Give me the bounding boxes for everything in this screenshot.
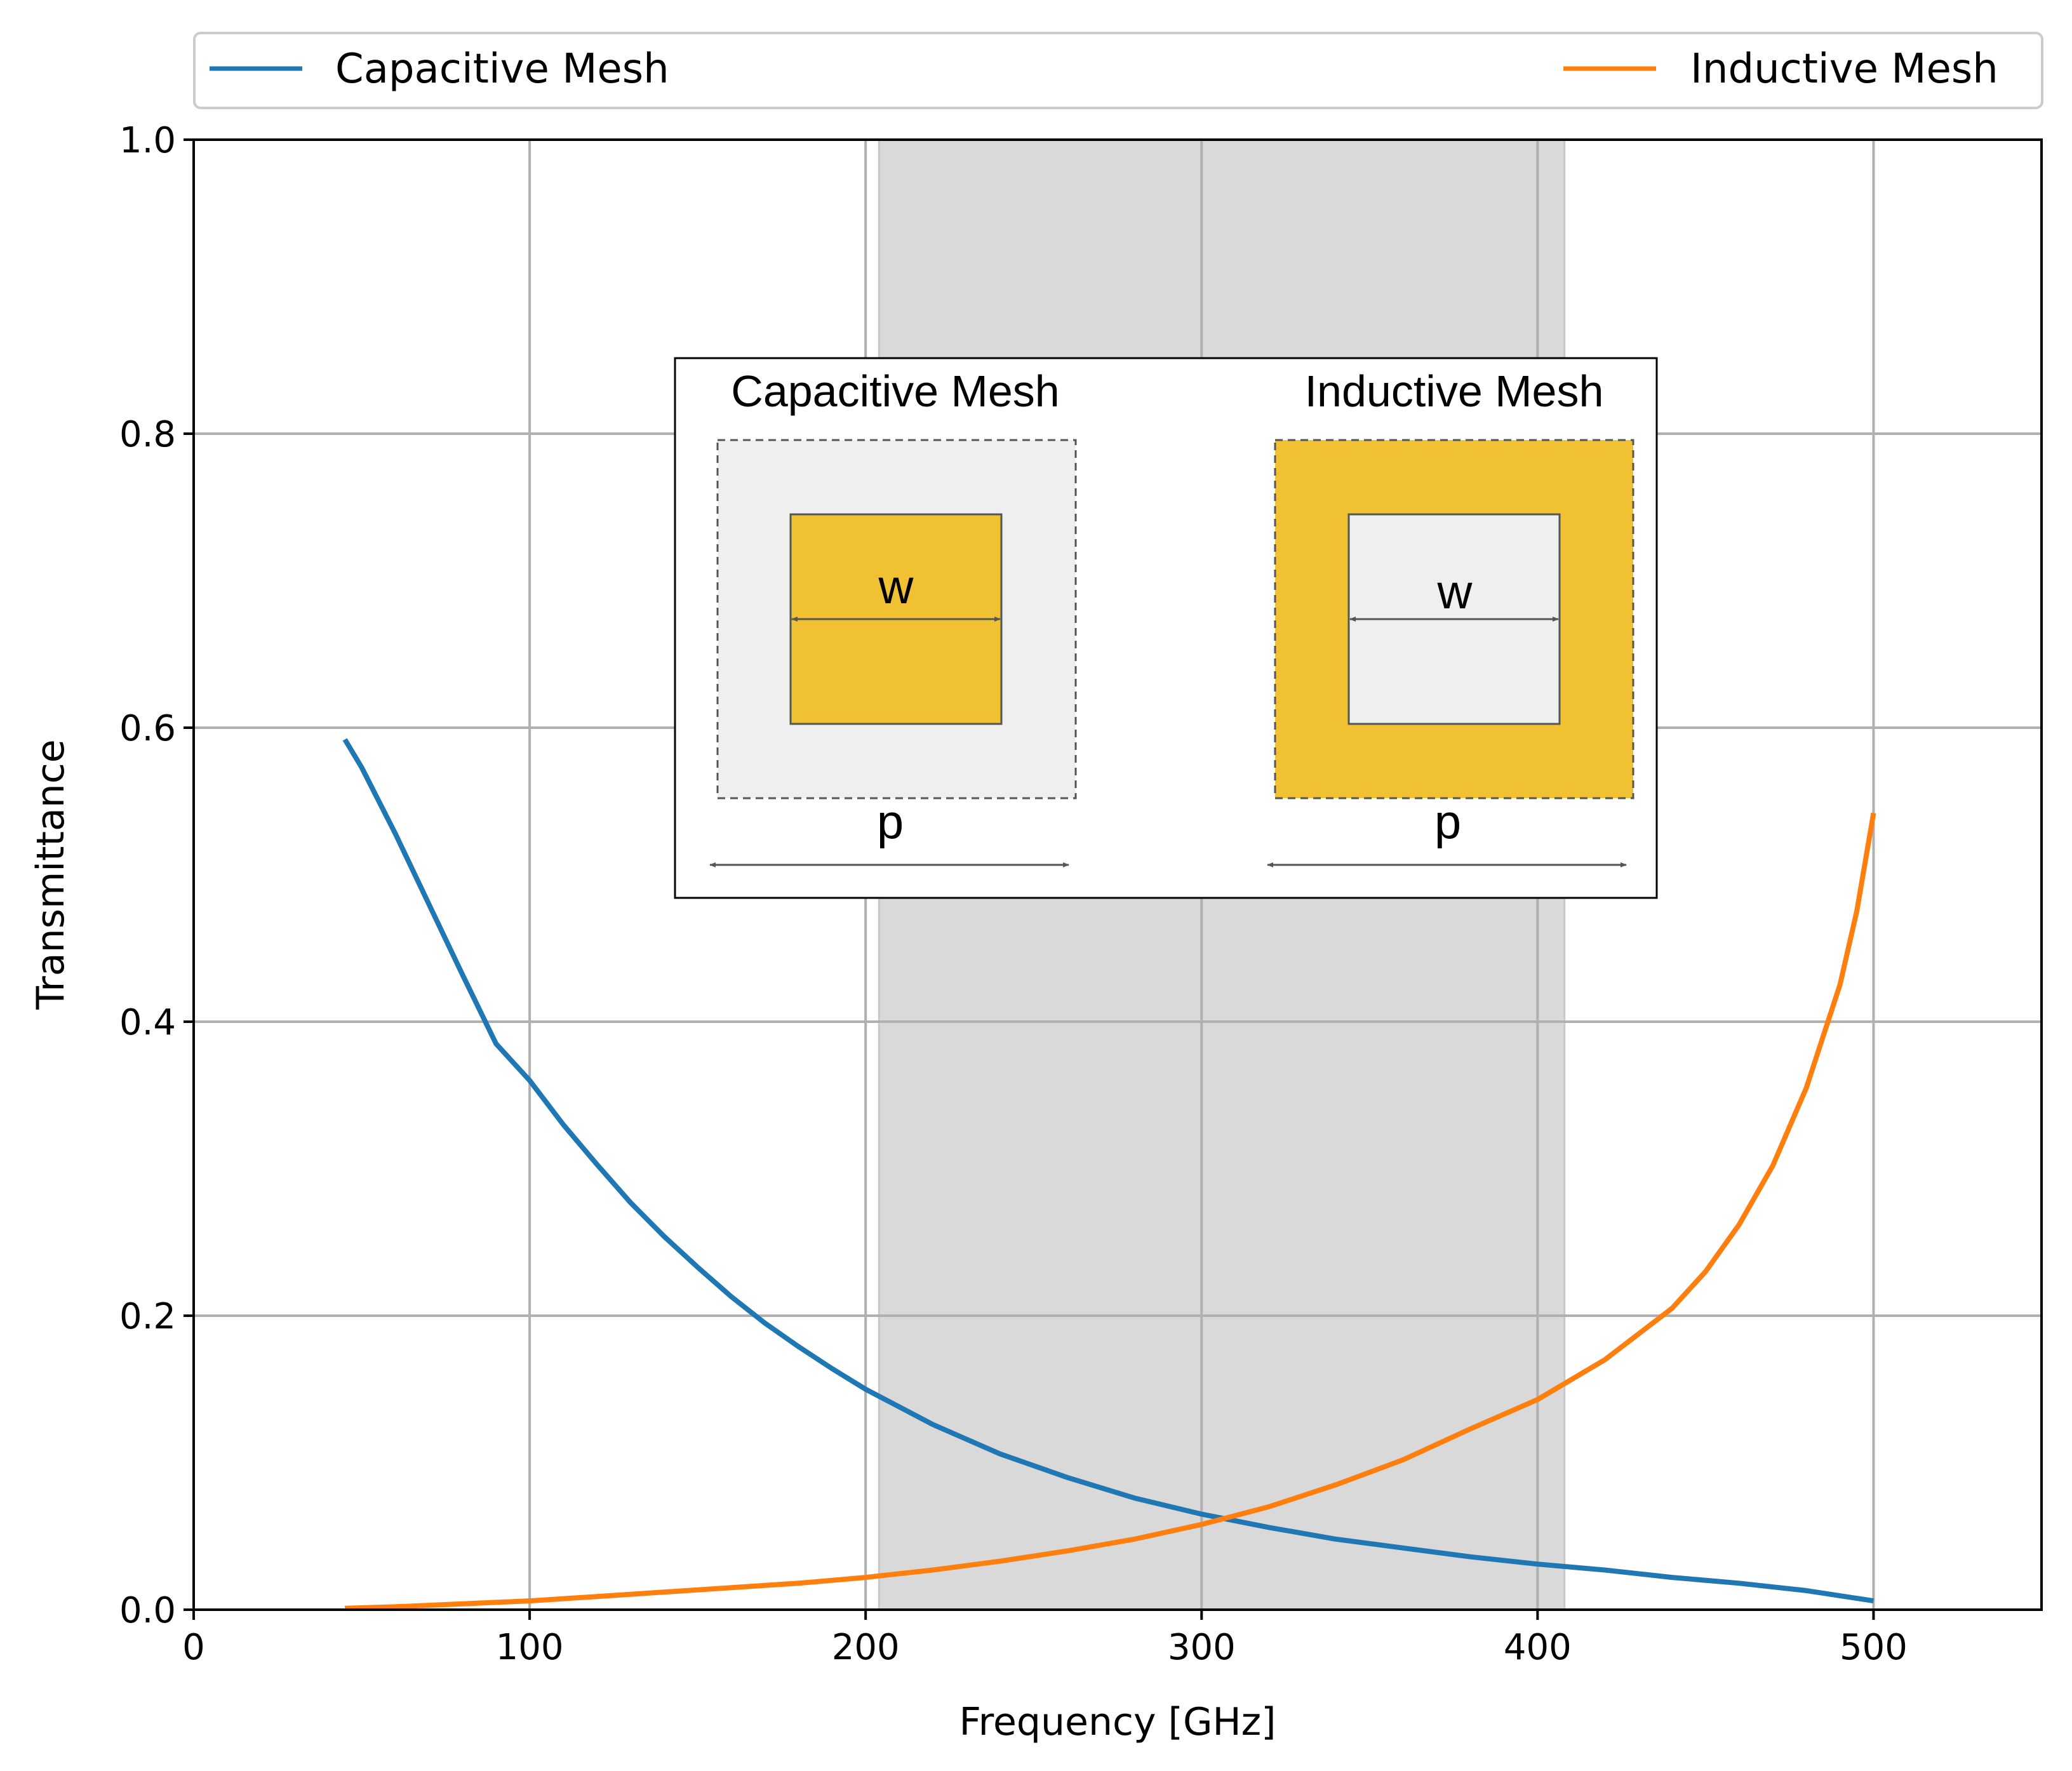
inset-title-inductive: Inductive Mesh [1305,366,1604,416]
x-tick-label-3: 300 [1168,1627,1236,1668]
inductive-pitch-label: p [1434,795,1461,849]
y-tick-label-3: 0.6 [119,708,176,749]
inductive-mesh-line [344,812,1876,1611]
legend-label-inductive: Inductive Mesh [1690,46,1998,93]
x-tick-label-5: 500 [1840,1627,1908,1668]
x-axis-title: Frequency [GHz] [959,1700,1276,1744]
y-axis-title: Transmittance [29,739,73,1010]
y-tick-label-4: 0.8 [119,414,176,455]
series-layer [342,738,1876,1611]
x-tick-label-4: 400 [1504,1627,1572,1668]
capacitive-width-label: w [878,560,914,614]
inductive-width-label: w [1437,565,1473,619]
y-axis-ticks: 0.0 0.2 0.4 0.6 0.8 1.0 [119,120,194,1631]
x-tick-label-0: 0 [182,1627,205,1668]
legend-frame [193,32,2043,109]
x-axis-ticks: 0 100 200 300 400 500 [182,1610,1908,1668]
y-tick-label-0: 0.0 [119,1590,176,1631]
inset-title-capacitive: Capacitive Mesh [731,366,1059,416]
legend: Capacitive Mesh Inductive Mesh [193,32,2043,109]
capacitive-mesh-line [342,738,1875,1604]
y-tick-label-1: 0.2 [119,1296,176,1337]
y-tick-label-5: 1.0 [119,120,176,161]
mesh-inset-diagram: Capacitive Mesh w p Inductive Mesh w p [674,357,1658,899]
y-tick-label-2: 0.4 [119,1002,176,1043]
x-tick-label-2: 200 [832,1627,900,1668]
plot-frame [192,138,2043,1611]
capacitive-pitch-label: p [877,795,904,849]
legend-label-capacitive: Capacitive Mesh [335,46,669,93]
x-tick-label-1: 100 [496,1627,564,1668]
